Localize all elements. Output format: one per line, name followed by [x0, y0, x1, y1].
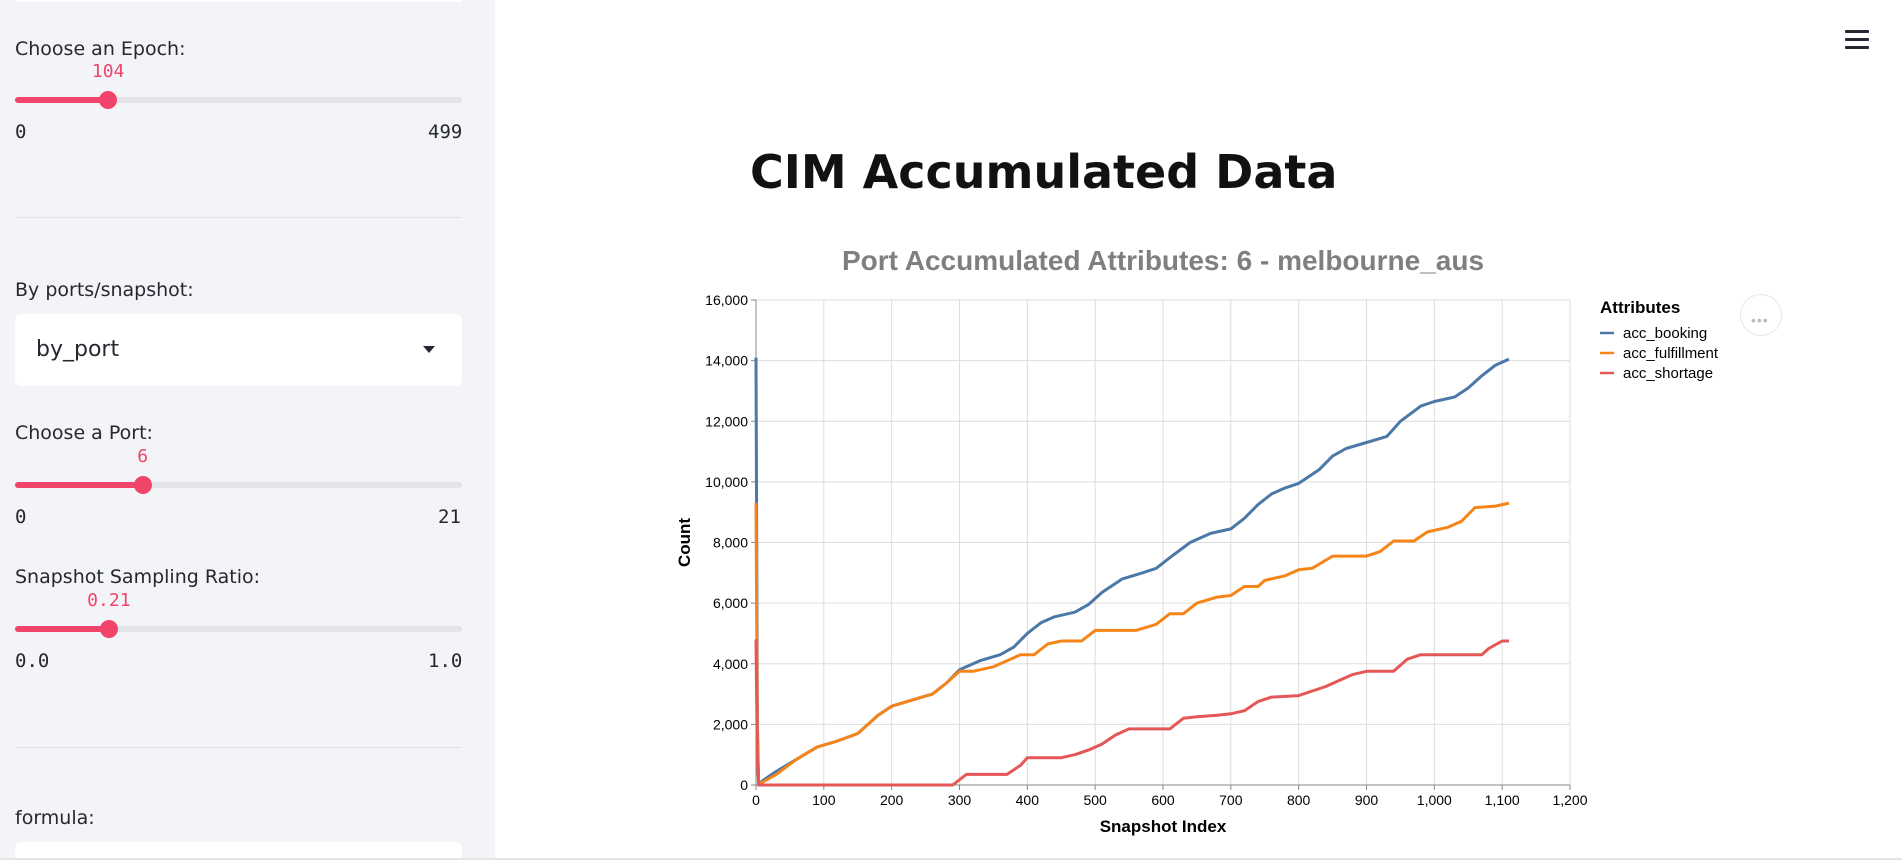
sampling-slider-value: 0.21	[87, 590, 131, 611]
epoch-slider-label: Choose an Epoch:	[15, 38, 186, 60]
port-slider-max: 21	[438, 506, 461, 528]
mode-select-label: By ports/snapshot:	[15, 279, 194, 301]
more-icon: •••	[1751, 312, 1769, 328]
port-slider-min: 0	[15, 506, 27, 528]
x-tick-label: 0	[752, 792, 760, 808]
epoch-slider-max: 499	[428, 121, 463, 143]
series-line-acc-fulfillment	[754, 501, 1510, 787]
y-tick-label: 12,000	[705, 413, 748, 429]
legend-item: acc_fulfillment	[1623, 345, 1719, 362]
y-tick-label: 0	[740, 777, 748, 793]
accumulated-attributes-chart: 0 100 200 300 400 500 600 700 800 900 1,000 1,100 1,…	[675, 245, 1719, 836]
y-tick-label: 6,000	[713, 595, 748, 611]
epoch-slider-value: 104	[91, 61, 125, 82]
sidebar-divider	[15, 747, 462, 748]
chart-actions-button[interactable]: •••	[1740, 294, 1782, 336]
sidebar-divider	[15, 217, 462, 218]
hamburger-menu-icon[interactable]	[1845, 30, 1869, 50]
y-axis-label: Count	[675, 518, 694, 567]
series-line-acc-shortage	[754, 639, 1509, 787]
x-tick-label: 1,200	[1552, 792, 1587, 808]
formula-input[interactable]	[15, 842, 462, 860]
chart-title: Port Accumulated Attributes: 6 - melbour…	[842, 245, 1484, 276]
y-tick-label: 8,000	[713, 535, 748, 551]
legend-item: acc_booking	[1623, 325, 1707, 342]
sampling-slider-max: 1.0	[428, 650, 463, 672]
x-tick-label: 900	[1355, 792, 1379, 808]
x-tick-label: 800	[1287, 792, 1311, 808]
x-axis-label: Snapshot Index	[1100, 817, 1227, 836]
x-tick-label: 500	[1083, 792, 1107, 808]
x-tick-label: 300	[948, 792, 972, 808]
sampling-slider-label: Snapshot Sampling Ratio:	[15, 566, 261, 588]
mode-select[interactable]: by_port	[15, 314, 462, 386]
x-tick-label: 1,100	[1485, 792, 1520, 808]
y-tick-label: 4,000	[713, 656, 748, 672]
port-slider-label: Choose a Port:	[15, 422, 153, 444]
epoch-slider-thumb[interactable]	[99, 91, 118, 109]
y-tick-label: 10,000	[705, 474, 748, 490]
sampling-slider-fill	[15, 626, 109, 632]
port-slider[interactable]: 6	[15, 446, 462, 494]
sampling-slider[interactable]: 0.21	[15, 590, 462, 638]
y-tick-label: 2,000	[713, 716, 748, 732]
epoch-slider[interactable]: 104	[15, 61, 462, 109]
epoch-slider-fill	[15, 97, 109, 103]
y-tick-label: 14,000	[705, 353, 748, 369]
x-tick-label: 600	[1151, 792, 1175, 808]
sampling-slider-min: 0.0	[15, 650, 50, 672]
legend-title: Attributes	[1600, 298, 1680, 317]
chevron-down-icon	[423, 346, 435, 353]
y-tick-label: 16,000	[705, 292, 748, 308]
sidebar: Choose an Epoch: 104 0 499 By ports/snap…	[0, 0, 495, 860]
legend-item: acc_shortage	[1623, 365, 1713, 382]
x-tick-label: 700	[1219, 792, 1243, 808]
sidebar-top-widget-edge	[15, 0, 462, 2]
port-slider-thumb[interactable]	[133, 476, 152, 494]
page-title: CIM Accumulated Data	[750, 145, 1338, 199]
page-bottom-border	[0, 858, 1902, 860]
x-tick-label: 200	[880, 792, 904, 808]
port-slider-value: 6	[137, 446, 149, 467]
mode-select-value: by_port	[36, 337, 120, 362]
x-tick-label: 400	[1016, 792, 1040, 808]
port-slider-fill	[15, 482, 143, 488]
epoch-slider-min: 0	[15, 121, 27, 143]
x-tick-label: 1,000	[1417, 792, 1452, 808]
formula-label: formula:	[15, 807, 95, 829]
sampling-slider-thumb[interactable]	[99, 620, 118, 638]
x-tick-label: 100	[812, 792, 836, 808]
